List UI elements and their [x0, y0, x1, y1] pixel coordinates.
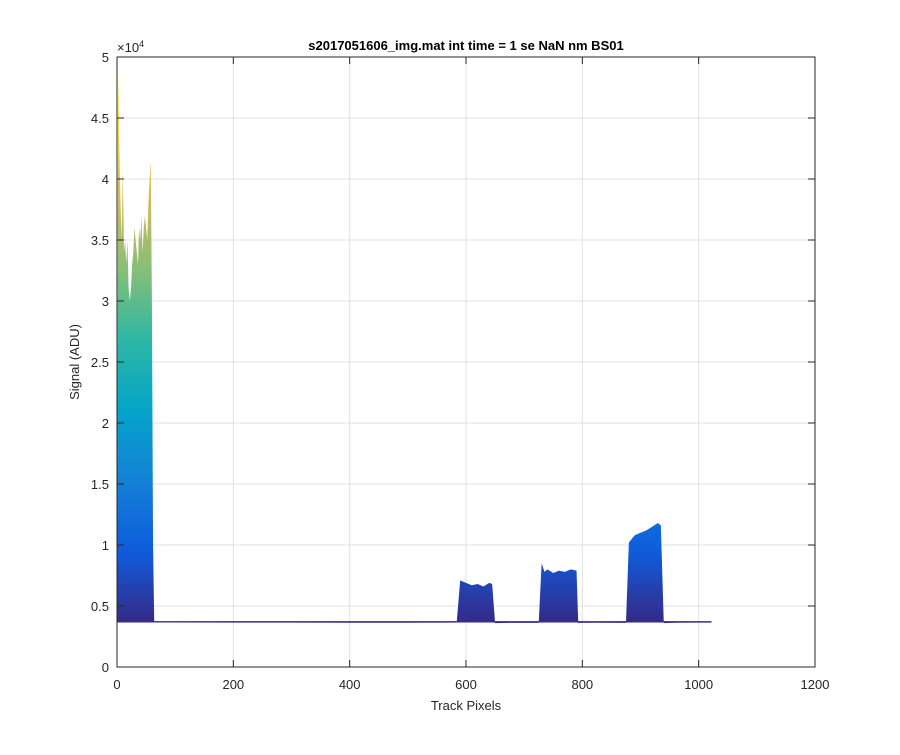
- y-tick-label: 1: [102, 538, 109, 553]
- y-tick-label: 3: [102, 294, 109, 309]
- x-tick-label: 1200: [801, 677, 830, 692]
- y-tick-label: 3.5: [91, 233, 109, 248]
- y-tick-label: 1.5: [91, 477, 109, 492]
- y-tick-label: 0.5: [91, 599, 109, 614]
- x-tick-label: 800: [571, 677, 593, 692]
- exponent-base: ×10: [117, 40, 139, 55]
- y-tick-label: 2: [102, 416, 109, 431]
- x-tick-label: 600: [455, 677, 477, 692]
- y-axis-label: Signal (ADU): [67, 324, 82, 400]
- data-layer: [117, 69, 712, 624]
- y-tick-label: 0: [102, 660, 109, 675]
- y-tick-label: 4: [102, 172, 109, 187]
- signal-area: [117, 69, 712, 624]
- y-tick-label: 2.5: [91, 355, 109, 370]
- x-tick-label: 1000: [684, 677, 713, 692]
- y-tick-label: 4.5: [91, 111, 109, 126]
- ticks: 0 200 400 600 800 1000 1200 0 0.5 1 1.5 2 2.5 3 3.5 4 4.…: [91, 50, 830, 692]
- y-tick-label: 5: [102, 50, 109, 65]
- chart-title: s2017051606_img.mat int time = 1 se NaN …: [308, 38, 623, 53]
- y-axis-exponent: ×104: [117, 39, 144, 55]
- x-tick-label: 400: [339, 677, 361, 692]
- exponent-power: 4: [139, 39, 144, 49]
- x-tick-label: 0: [113, 677, 120, 692]
- x-tick-label: 200: [222, 677, 244, 692]
- x-axis-label: Track Pixels: [431, 698, 502, 713]
